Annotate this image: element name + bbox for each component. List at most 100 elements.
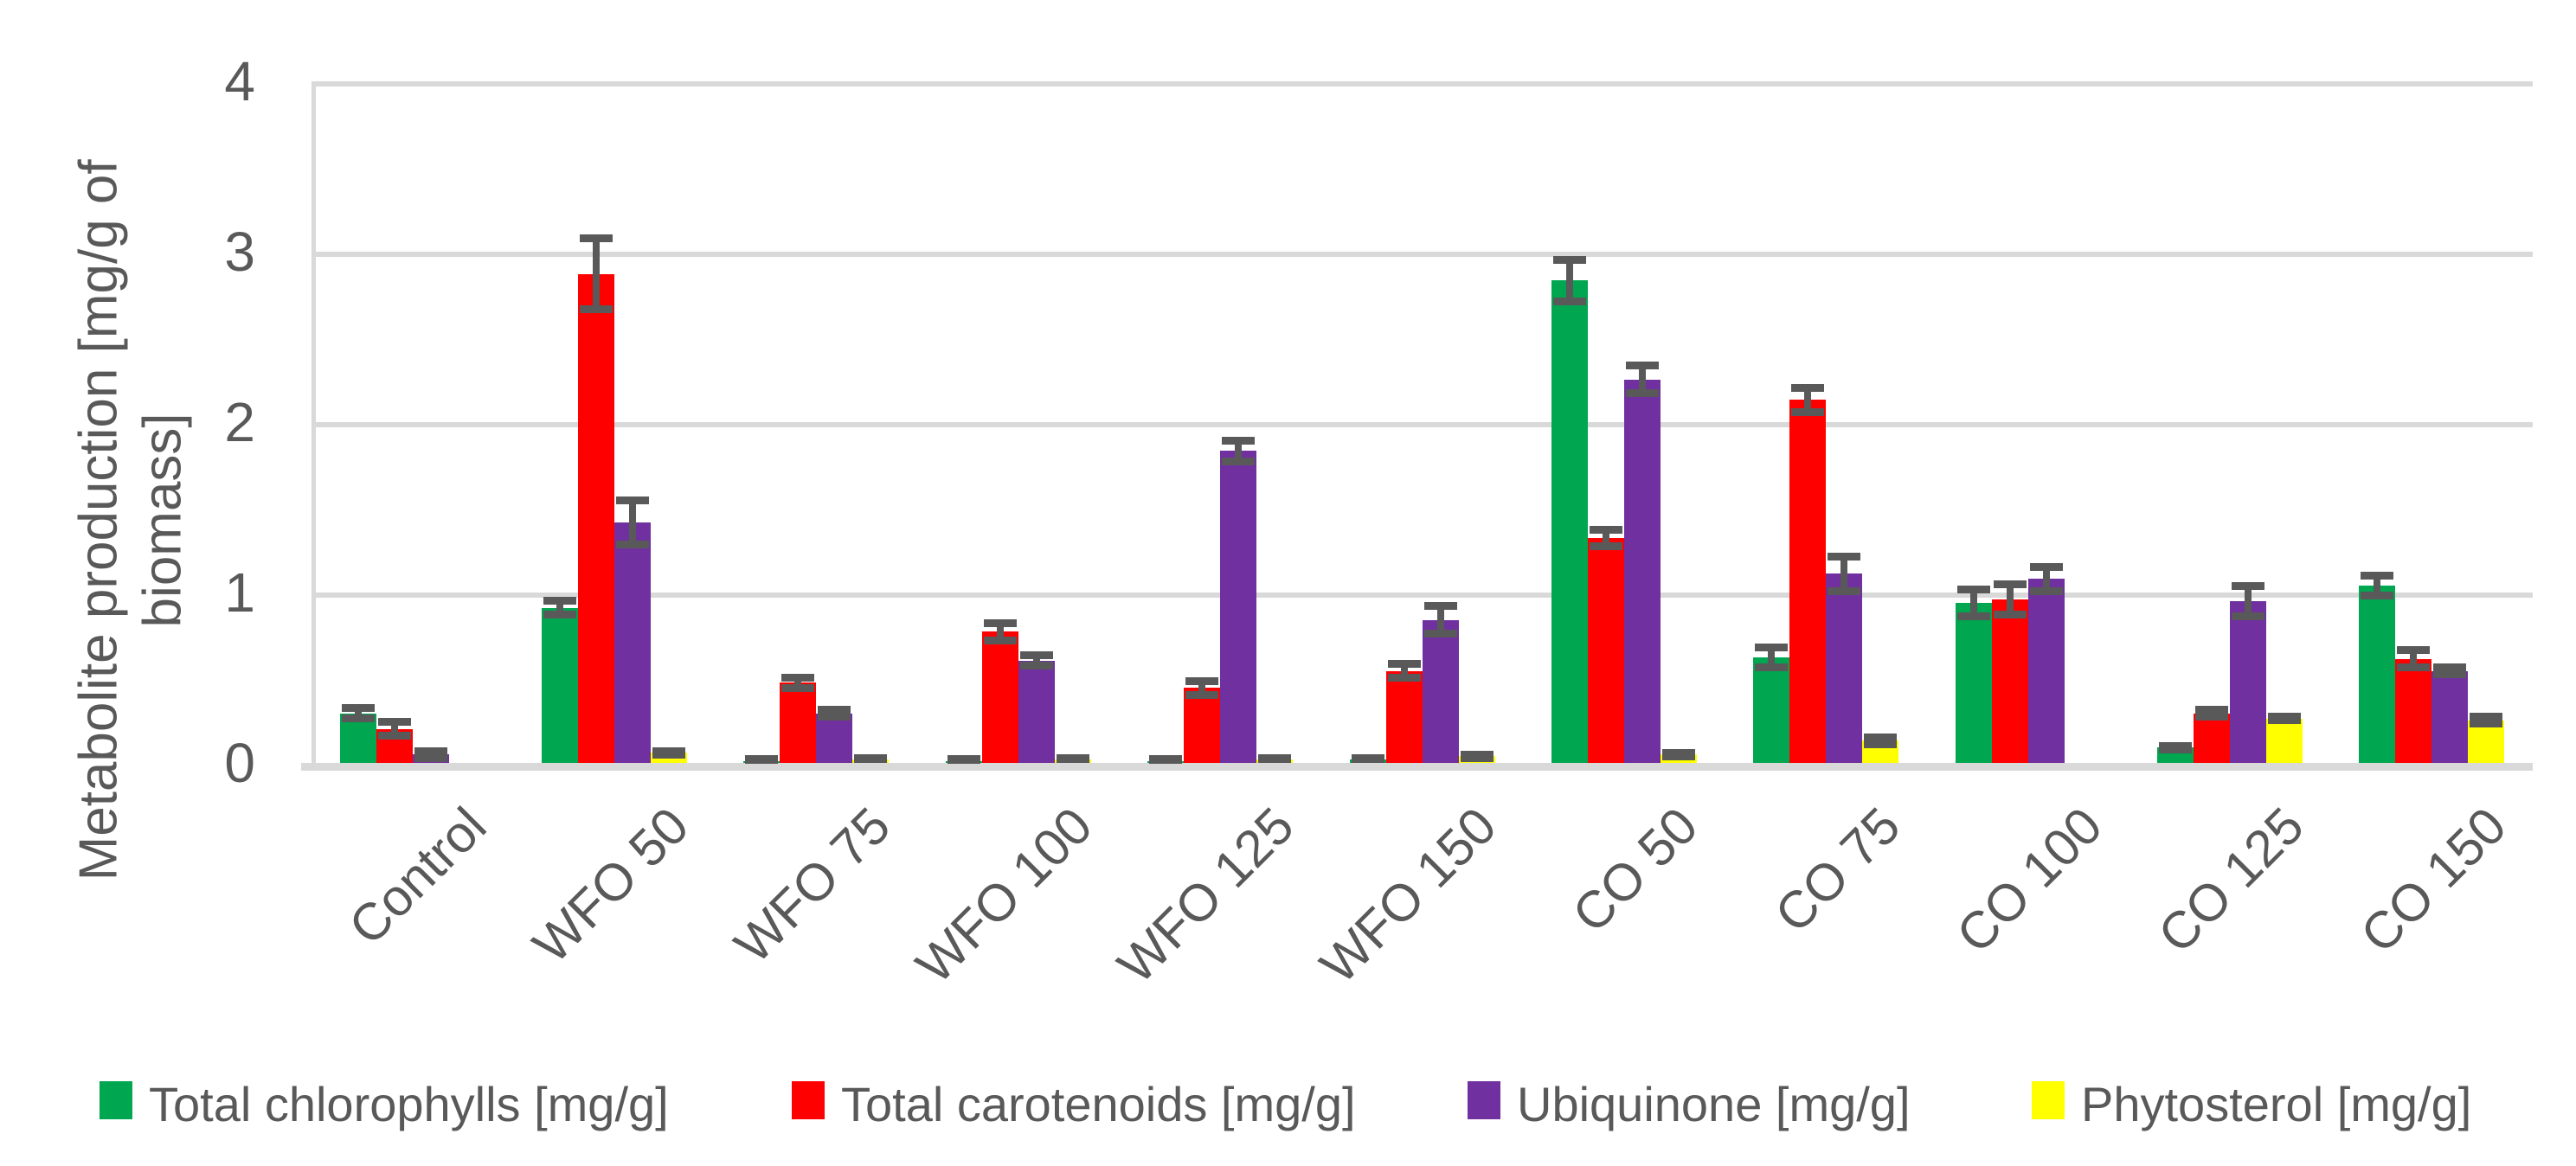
- error-bar-cap-top: [1828, 553, 1861, 561]
- error-bar-cap-top: [414, 746, 447, 755]
- bar-ubiquinone-mg-g-: [816, 714, 853, 763]
- bar-total-carotenoids-mg-g-: [1587, 538, 1624, 763]
- error-bar-cap-top: [616, 497, 650, 505]
- error-bar-cap-top: [1625, 362, 1659, 370]
- error-bar-whisker: [593, 238, 601, 310]
- error-bar-cap-bottom: [616, 541, 650, 549]
- bar-total-chlorophylls-mg-g-: [1551, 280, 1588, 763]
- x-category-label: WFO 150: [1308, 796, 1507, 995]
- error-bar-whisker: [390, 721, 398, 736]
- x-category-label: Control: [337, 796, 498, 956]
- error-bar-cap-top: [1552, 256, 1586, 265]
- error-bar-cap-top: [2470, 713, 2503, 721]
- error-bar-cap-top: [818, 706, 851, 714]
- error-bar-cap-bottom: [818, 713, 851, 721]
- error-bar-whisker: [2244, 586, 2252, 617]
- error-bar-cap-bottom: [1423, 629, 1457, 637]
- error-bar-whisker: [1768, 647, 1776, 668]
- error-bar-cap-bottom: [947, 755, 980, 763]
- error-bar-cap-bottom: [781, 683, 815, 692]
- error-bar-cap-bottom: [2470, 720, 2503, 728]
- bar-ubiquinone-mg-g-: [1826, 573, 1863, 763]
- bar-phytosterol-mg-g-: [2265, 719, 2303, 763]
- y-tick-label: 4: [224, 50, 255, 112]
- legend-entry: Ubiquinone [mg/g]: [1468, 1077, 2177, 1131]
- x-axis-line: [301, 763, 2533, 771]
- error-bar-cap-top: [341, 704, 375, 713]
- error-bar-cap-bottom: [1956, 612, 1990, 621]
- error-bar-cap-bottom: [1258, 755, 1292, 763]
- error-bar-cap-bottom: [1056, 755, 1089, 763]
- gridline: [312, 593, 2533, 598]
- error-bar-cap-bottom: [1222, 457, 1256, 465]
- gridline: [312, 81, 2533, 86]
- error-bar-whisker: [556, 600, 564, 615]
- bar-total-carotenoids-mg-g-: [981, 631, 1018, 763]
- error-bar-cap-bottom: [854, 755, 888, 763]
- error-bar-cap-top: [1423, 602, 1457, 611]
- legend-entry: Total carotenoids [mg/g]: [792, 1077, 1501, 1131]
- error-bar-cap-top: [1993, 580, 2027, 588]
- legend-label: Total chlorophylls [mg/g]: [149, 1077, 669, 1131]
- error-bar-whisker: [1400, 663, 1408, 678]
- y-tick-label: 1: [224, 561, 255, 624]
- error-bar-cap-top: [2029, 562, 2063, 571]
- bar-ubiquinone-mg-g-: [1623, 380, 1661, 763]
- legend-swatch: [792, 1081, 825, 1119]
- error-bar-cap-bottom: [580, 305, 613, 314]
- error-bar-cap-bottom: [2194, 713, 2228, 721]
- error-bar-cap-bottom: [1460, 753, 1494, 762]
- y-axis-line: [312, 81, 316, 771]
- x-category-label: CO 125: [2147, 796, 2316, 964]
- bar-total-chlorophylls-mg-g-: [2359, 586, 2396, 763]
- bar-ubiquinone-mg-g-: [2027, 579, 2065, 763]
- x-category-label: CO 50: [1561, 796, 1709, 944]
- error-bar-cap-bottom: [414, 753, 447, 762]
- error-bar-cap-bottom: [2267, 716, 2301, 725]
- error-bar-whisker: [2410, 650, 2418, 668]
- error-bar-whisker: [1638, 365, 1646, 394]
- error-bar-whisker: [354, 708, 362, 719]
- error-bar-cap-bottom: [1149, 755, 1183, 763]
- x-category-label: WFO 100: [904, 796, 1103, 995]
- bar-ubiquinone-mg-g-: [1422, 620, 1459, 763]
- x-category-label: CO 150: [2348, 796, 2517, 964]
- error-bar-cap-bottom: [1351, 755, 1384, 763]
- x-category-label: CO 100: [1945, 796, 2113, 964]
- error-bar-whisker: [1235, 440, 1243, 462]
- legend-label: Phytosterol [mg/g]: [2081, 1077, 2472, 1131]
- error-bar-cap-bottom: [2029, 586, 2063, 595]
- error-bar-cap-bottom: [2158, 745, 2192, 753]
- legend-label: Ubiquinone [mg/g]: [1517, 1077, 1911, 1131]
- error-bar-cap-top: [983, 618, 1017, 627]
- bar-ubiquinone-mg-g-: [1018, 661, 1055, 763]
- error-bar-cap-top: [2397, 646, 2431, 655]
- error-bar-whisker: [2006, 584, 2014, 615]
- error-bar-cap-bottom: [1864, 740, 1898, 748]
- bar-total-chlorophylls-mg-g-: [1753, 657, 1790, 763]
- error-bar-cap-top: [2231, 581, 2264, 590]
- error-bar-whisker: [1804, 388, 1812, 413]
- error-bar-whisker: [1032, 655, 1040, 666]
- error-bar-whisker: [2374, 575, 2381, 596]
- error-bar-cap-bottom: [1755, 663, 1789, 672]
- bar-total-carotenoids-mg-g-: [2395, 659, 2432, 763]
- y-tick-label: 3: [224, 221, 255, 283]
- x-category-label: WFO 50: [521, 796, 700, 975]
- error-bar-cap-bottom: [1589, 542, 1622, 551]
- error-bar-cap-top: [1755, 643, 1789, 651]
- error-bar-cap-top: [1956, 585, 1990, 593]
- error-bar-cap-bottom: [983, 636, 1017, 644]
- error-bar-cap-top: [580, 234, 613, 242]
- error-bar-cap-bottom: [1661, 752, 1695, 760]
- x-category-label: WFO 75: [723, 796, 902, 975]
- legend-entry: Phytosterol [mg/g]: [2032, 1077, 2576, 1131]
- bar-ubiquinone-mg-g-: [1220, 451, 1257, 763]
- error-bar-cap-bottom: [1387, 674, 1421, 682]
- error-bar-cap-top: [1589, 525, 1622, 534]
- bar-total-chlorophylls-mg-g-: [542, 608, 579, 763]
- error-bar-cap-bottom: [1185, 690, 1219, 699]
- error-bar-whisker: [1565, 259, 1573, 302]
- error-bar-whisker: [2042, 567, 2050, 592]
